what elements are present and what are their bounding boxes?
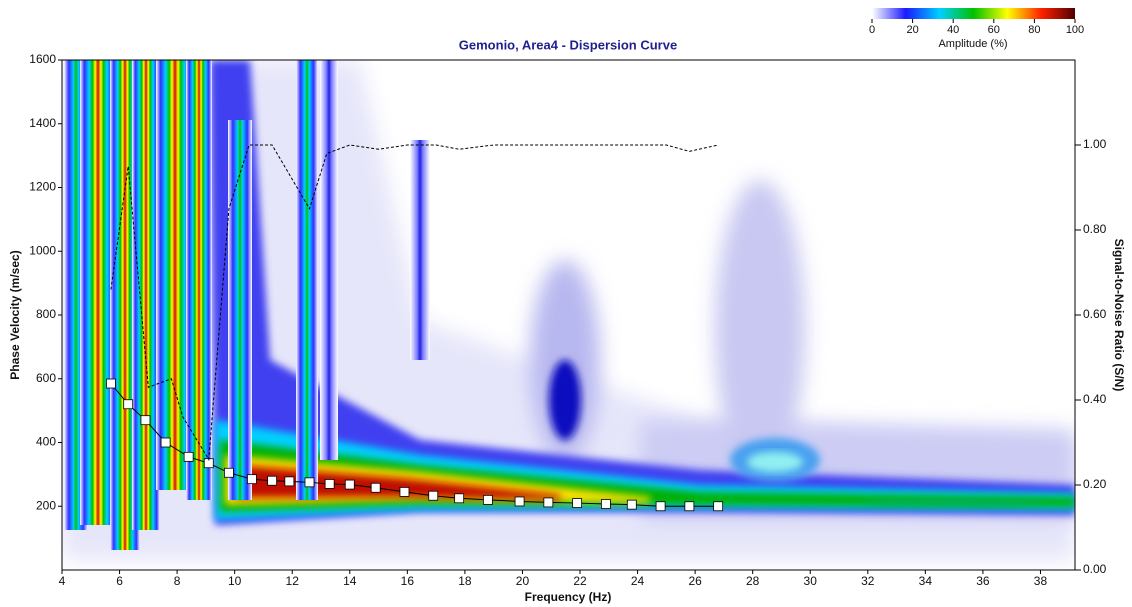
y-tick-label: 200 (36, 498, 56, 512)
colorbar-label: Amplitude (%) (938, 38, 1007, 50)
x-axis-label: Frequency (Hz) (525, 590, 612, 604)
dispersion-point (514, 496, 525, 507)
x-tick-label: 10 (228, 574, 242, 588)
x-tick-label: 6 (116, 574, 123, 588)
dispersion-point (454, 493, 465, 504)
y-tick-label: 800 (36, 307, 56, 321)
dispersion-point (655, 501, 666, 512)
chart-title: Gemonio, Area4 - Dispersion Curve (459, 37, 677, 52)
x-tick-label: 8 (174, 574, 181, 588)
colorbar (872, 8, 1075, 19)
x-tick-label: 16 (401, 574, 415, 588)
colorbar-tick-label: 60 (988, 24, 1000, 36)
dispersion-point (106, 378, 116, 389)
dispersion-point (183, 451, 194, 462)
dispersion-point (601, 499, 611, 509)
dispersion-point (324, 479, 335, 489)
dispersion-point (370, 482, 381, 493)
x-tick-label: 26 (688, 574, 702, 588)
y-tick-label: 1600 (29, 52, 56, 66)
y2-tick-label: 0.00 (1083, 562, 1107, 576)
dispersion-point (267, 475, 277, 486)
dispersion-point (713, 501, 724, 512)
dispersion-point (684, 501, 695, 512)
dispersion-point (626, 499, 637, 510)
x-tick-label: 36 (976, 574, 990, 588)
x-tick-label: 18 (458, 574, 472, 588)
y2-axis-label: Signal-to-Noise Ratio (S/N) (1112, 239, 1126, 392)
dispersion-point (572, 498, 583, 508)
dispersion-point (123, 399, 134, 410)
x-tick-label: 20 (516, 574, 530, 588)
x-tick-label: 30 (804, 574, 818, 588)
dispersion-point (140, 415, 151, 426)
x-tick-label: 32 (861, 574, 875, 588)
colorbar-tick-label: 20 (906, 24, 918, 36)
y-tick-label: 1000 (29, 243, 56, 257)
y2-tick-label: 0.80 (1083, 222, 1107, 236)
dispersion-point (543, 497, 554, 508)
dispersion-point (224, 467, 234, 478)
x-tick-label: 4 (59, 574, 66, 588)
y-tick-label: 600 (36, 371, 56, 385)
y-axis-label: Phase Velocity (m/sec) (8, 250, 22, 379)
x-tick-label: 14 (343, 574, 357, 588)
y2-tick-label: 0.20 (1083, 477, 1107, 491)
y2-tick-label: 0.40 (1083, 392, 1107, 406)
heatmap (62, 60, 1075, 560)
dispersion-point (344, 479, 355, 490)
dispersion-point (483, 494, 493, 505)
y2-tick-label: 1.00 (1083, 137, 1107, 151)
x-tick-label: 22 (573, 574, 587, 588)
dispersion-point (284, 476, 295, 487)
colorbar-tick-label: 100 (1066, 24, 1084, 36)
dispersion-point (304, 477, 315, 488)
dispersion-point (428, 490, 439, 501)
colorbar-tick-label: 80 (1028, 24, 1040, 36)
y2-tick-label: 0.60 (1083, 307, 1107, 321)
colorbar-tick-label: 40 (947, 24, 959, 36)
dispersion-point (247, 474, 257, 485)
colorbar-tick-label: 0 (869, 24, 875, 36)
y-tick-label: 400 (36, 435, 56, 449)
x-tick-label: 24 (631, 574, 645, 588)
x-tick-label: 12 (286, 574, 300, 588)
dispersion-point (160, 437, 171, 448)
snr-line (110, 144, 719, 462)
x-tick-label: 34 (919, 574, 933, 588)
dispersion-point (399, 487, 410, 497)
y-tick-label: 1400 (29, 116, 56, 130)
y-tick-label: 1200 (29, 180, 56, 194)
x-tick-label: 28 (746, 574, 760, 588)
x-tick-label: 38 (1034, 574, 1048, 588)
